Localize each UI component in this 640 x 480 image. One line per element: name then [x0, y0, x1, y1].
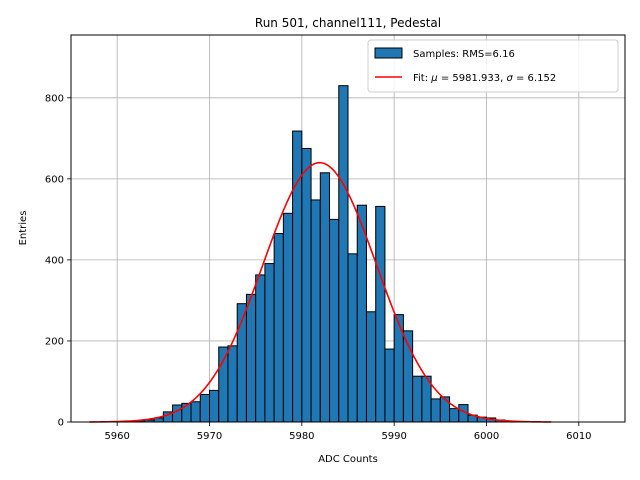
histogram-bar: [384, 348, 395, 423]
y-tick-label: 200: [45, 336, 64, 347]
y-tick-label: 800: [45, 93, 64, 104]
x-axis-label: ADC Counts: [318, 454, 378, 465]
x-axis-ticks: 5960 5970 5980 5990 6000 6010: [104, 422, 592, 442]
histogram-bar: [264, 263, 275, 423]
histogram-bar: [310, 199, 321, 423]
histogram-bar: [329, 218, 340, 423]
fit-curve-layer: [89, 161, 552, 423]
legend-box: [367, 39, 619, 93]
histogram-bar: [375, 205, 386, 423]
histogram-bar: [245, 293, 257, 423]
histogram-bar: [449, 408, 460, 423]
x-tick-label: 5960: [104, 431, 129, 442]
chart-title: Run 501, channel111, Pedestal: [255, 16, 441, 30]
y-tick-label: 0: [58, 418, 64, 429]
histogram-bar: [172, 404, 183, 423]
y-tick-label: 600: [45, 174, 64, 185]
plot-frame: [70, 34, 626, 423]
x-tick-label: 6010: [566, 431, 591, 442]
y-axis-label: Entries: [18, 211, 29, 246]
histogram-bar: [273, 233, 284, 423]
histogram-bar: [199, 393, 210, 423]
histogram-bar: [282, 212, 294, 423]
y-axis-ticks: 0 200 400 600 800: [45, 93, 71, 429]
histogram-bar: [430, 398, 441, 423]
x-tick-label: 5980: [289, 431, 314, 442]
legend-swatch-samples: [374, 47, 403, 59]
histogram-bar: [356, 204, 367, 423]
x-tick-label: 5990: [381, 431, 406, 442]
legend-label-fit: Fit: μ = 5981.933, σ = 6.152: [413, 73, 556, 84]
histogram-bar: [319, 172, 331, 423]
histogram-bar: [190, 401, 201, 423]
legend-label-samples: Samples: RMS=6.16: [413, 49, 515, 60]
histogram-bar: [338, 85, 349, 423]
histogram-bar: [301, 147, 312, 423]
histogram-bar: [209, 389, 220, 423]
fit-curve: [89, 161, 552, 423]
histogram-bar: [255, 274, 266, 423]
histogram-bar: [292, 130, 303, 423]
histogram-bar: [227, 345, 238, 423]
histogram-bar: [365, 311, 377, 423]
histogram-bar: [347, 253, 358, 423]
x-tick-label: 6000: [474, 431, 499, 442]
histogram-bar: [218, 346, 229, 423]
histogram-bars: [125, 85, 524, 423]
legend: Samples: RMS=6.16 Fit: μ = 5981.933, σ =…: [367, 39, 619, 93]
histogram-bar: [439, 396, 451, 423]
histogram-bar: [412, 375, 423, 423]
y-tick-label: 400: [45, 255, 64, 266]
x-tick-label: 5970: [197, 431, 222, 442]
